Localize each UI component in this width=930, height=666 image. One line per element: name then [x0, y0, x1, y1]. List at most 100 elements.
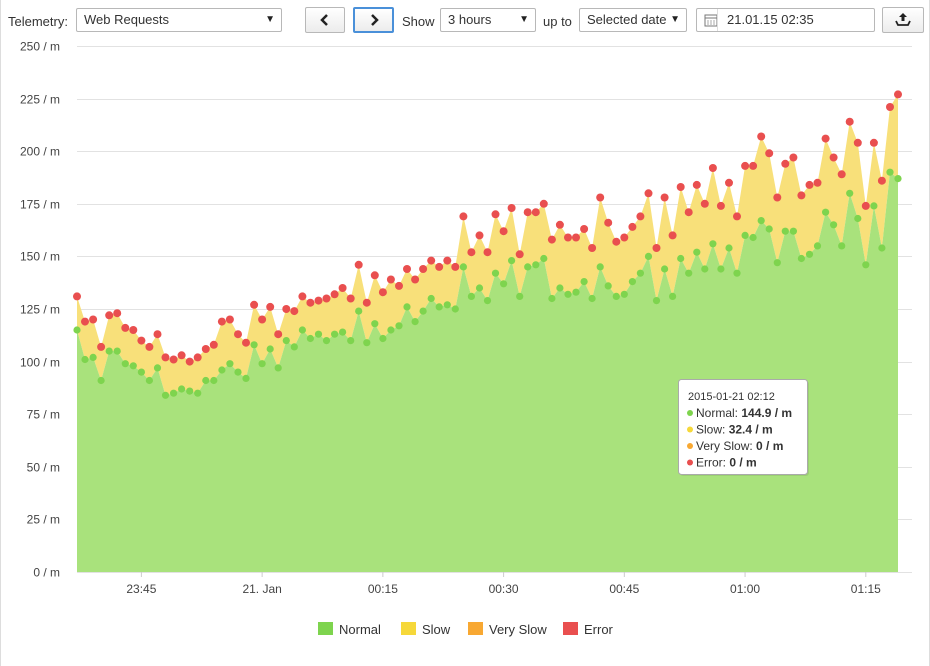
caret-down-icon: ▼ — [265, 14, 275, 25]
range-select[interactable]: 3 hours ▼ — [440, 8, 536, 32]
tooltip-row: Slow: 32.4 / m — [696, 423, 773, 437]
point-error — [821, 134, 830, 143]
toolbar: Telemetry: Web Requests ▼ Show 3 hours ▼… — [0, 0, 930, 44]
point-error — [121, 323, 130, 332]
point-normal — [765, 225, 773, 233]
point-error — [153, 330, 162, 339]
x-tick-label: 21. Jan — [242, 582, 281, 596]
point-error — [298, 292, 307, 301]
telemetry-label: Telemetry: — [8, 14, 68, 29]
legend-swatch — [468, 622, 483, 635]
point-error — [330, 290, 339, 299]
point-error — [443, 256, 452, 265]
point-normal — [314, 330, 323, 338]
point-error — [547, 235, 556, 244]
point-normal — [363, 339, 371, 347]
point-error — [185, 357, 194, 366]
point-normal — [178, 385, 186, 393]
point-error — [708, 164, 717, 172]
point-error — [861, 201, 870, 210]
point-normal — [508, 257, 516, 265]
caret-down-icon: ▼ — [519, 14, 529, 25]
point-error — [596, 193, 605, 202]
point-normal — [137, 368, 145, 376]
point-normal — [628, 278, 637, 286]
point-normal — [524, 263, 532, 271]
point-normal — [379, 334, 387, 343]
point-normal — [564, 290, 572, 298]
point-normal — [500, 280, 508, 288]
point-normal — [459, 263, 467, 271]
y-tick-label: 175 / m — [20, 198, 60, 212]
point-normal — [290, 343, 298, 351]
y-tick-label: 50 / m — [27, 461, 60, 475]
next-button[interactable] — [353, 7, 394, 33]
date-input[interactable]: 21.01.15 02:35 — [696, 8, 875, 32]
point-normal — [709, 240, 717, 248]
point-normal — [202, 376, 210, 385]
point-error — [475, 231, 484, 240]
chevron-left-icon — [320, 14, 328, 26]
point-normal — [210, 376, 218, 385]
point-error — [338, 284, 347, 292]
point-normal — [749, 233, 757, 242]
point-normal — [789, 227, 798, 235]
point-normal — [242, 374, 250, 382]
point-error — [274, 330, 283, 339]
point-error — [234, 330, 242, 339]
point-normal — [572, 288, 580, 296]
point-normal — [757, 217, 765, 225]
point-error — [306, 298, 315, 307]
point-error — [564, 233, 572, 242]
point-error — [733, 212, 741, 221]
show-label: Show — [402, 14, 435, 29]
point-normal — [854, 214, 862, 223]
point-error — [612, 237, 621, 246]
point-normal — [661, 265, 669, 273]
y-tick-label: 100 / m — [20, 356, 60, 370]
point-error — [217, 317, 226, 326]
point-normal — [717, 265, 725, 273]
point-error — [81, 317, 89, 326]
point-error — [113, 309, 122, 318]
point-error — [129, 326, 138, 334]
point-normal — [886, 168, 894, 176]
point-error — [459, 212, 468, 221]
point-normal — [387, 326, 395, 334]
point-normal — [339, 328, 347, 336]
point-normal — [620, 290, 628, 298]
point-error — [491, 210, 500, 219]
point-error — [845, 117, 854, 126]
point-error — [531, 208, 540, 217]
tooltip-dot — [687, 443, 693, 449]
point-normal — [870, 202, 878, 210]
point-error — [354, 260, 363, 269]
point-normal — [403, 303, 411, 311]
export-button[interactable] — [882, 7, 924, 33]
point-error — [105, 311, 114, 320]
legend-item-normal: Normal — [339, 622, 381, 637]
point-normal — [371, 320, 379, 328]
point-normal — [347, 337, 355, 345]
point-error — [805, 180, 814, 189]
point-normal — [822, 208, 830, 216]
point-normal — [427, 294, 435, 303]
point-error — [507, 204, 516, 212]
point-normal — [669, 292, 677, 300]
upto-select[interactable]: Selected date ▼ — [579, 8, 687, 32]
point-normal — [701, 265, 709, 273]
point-normal — [218, 366, 226, 374]
point-normal — [89, 353, 97, 361]
y-tick-label: 200 / m — [20, 145, 60, 159]
point-error — [378, 288, 387, 297]
point-normal — [161, 391, 170, 399]
point-error — [676, 183, 685, 191]
point-normal — [274, 364, 282, 372]
telemetry-select[interactable]: Web Requests ▼ — [76, 8, 282, 32]
point-error — [741, 161, 750, 170]
point-error — [789, 153, 798, 162]
point-error — [644, 189, 653, 198]
point-normal — [451, 305, 459, 313]
point-normal — [73, 326, 81, 334]
prev-button[interactable] — [305, 7, 345, 33]
